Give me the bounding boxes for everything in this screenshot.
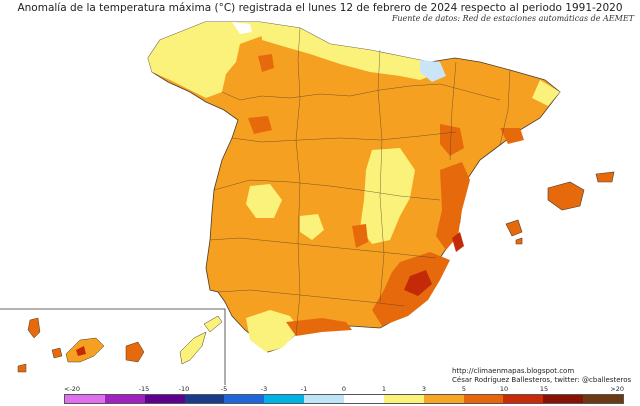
peninsula xyxy=(147,21,561,353)
legend-tick-label: -15 xyxy=(138,385,150,393)
map-title: Anomalía de la temperatura máxima (°C) r… xyxy=(17,2,623,14)
warm-zone-malaga xyxy=(286,318,352,336)
legend-swatch xyxy=(463,395,504,403)
legend-swatch xyxy=(184,395,225,403)
tenerife-core xyxy=(76,346,86,356)
la-palma xyxy=(27,317,41,339)
cool-patch-la-mancha xyxy=(360,148,415,244)
canary-inset-frame xyxy=(0,308,226,385)
legend-tick-label: 0 xyxy=(341,385,347,393)
canary-islands xyxy=(17,315,223,373)
fuerteventura xyxy=(179,331,207,365)
warm-zone-valencia xyxy=(436,162,470,250)
warm-zone-aragon xyxy=(440,124,464,156)
legend-tick-label: 5 xyxy=(461,385,467,393)
cantabrian-cool-zone xyxy=(260,22,440,80)
legend-tick-label: 1 xyxy=(381,385,387,393)
warm-zone-cuenca xyxy=(352,224,368,248)
hot-core-murcia xyxy=(404,270,432,296)
cool-patch-toledo xyxy=(300,214,324,240)
legend-tick-label: <-20 xyxy=(64,385,81,393)
data-source: Fuente de datos: Red de estaciones autom… xyxy=(391,14,634,23)
formentera xyxy=(515,237,523,245)
legend-swatch xyxy=(224,395,265,403)
warm-zone-leon xyxy=(258,54,274,72)
legend-swatch xyxy=(543,395,584,403)
cold-spot-basque xyxy=(420,60,446,82)
legend-swatch xyxy=(344,395,384,403)
legend-tick-label: -10 xyxy=(178,385,190,393)
lanzarote xyxy=(203,315,223,333)
legend-tick-label: >20 xyxy=(610,385,624,393)
legend-swatch xyxy=(65,395,105,403)
ibiza xyxy=(505,219,523,237)
el-hierro xyxy=(17,363,27,373)
legend-tick-label: -1 xyxy=(300,385,308,393)
warm-zone-ebro-coast xyxy=(500,128,524,144)
legend-swatch xyxy=(383,395,424,403)
legend-tick-label: -5 xyxy=(220,385,228,393)
legend-swatch xyxy=(583,395,624,403)
galicia-cool-zone xyxy=(148,22,262,98)
legend-swatch xyxy=(304,395,345,403)
cold-spot-north xyxy=(232,22,252,34)
la-gomera xyxy=(51,347,63,359)
warm-zone-salamanca xyxy=(248,116,272,134)
blog-url: http://climaenmapas.blogspot.com xyxy=(452,367,575,375)
cool-patch-extremadura xyxy=(246,184,282,218)
legend-swatch xyxy=(104,395,145,403)
menorca xyxy=(595,171,615,183)
legend-tick-label: -3 xyxy=(260,385,268,393)
legend-tick-label: 10 xyxy=(499,385,509,393)
legend-tick-label: 3 xyxy=(421,385,427,393)
cool-patch-andalucia xyxy=(246,310,300,352)
color-legend: <-20 -15 -10 -5 -3 -1 0 1 3 5 10 15 >20 xyxy=(64,385,624,405)
hot-core-alicante xyxy=(452,232,464,252)
legend-bar xyxy=(64,394,624,404)
author-credit: César Rodríguez Ballesteros, twitter: @c… xyxy=(452,376,632,384)
legend-swatch xyxy=(423,395,464,403)
legend-tick-label: 15 xyxy=(539,385,549,393)
gran-canaria xyxy=(125,341,145,363)
cool-patch-catalonia xyxy=(532,80,560,106)
mallorca xyxy=(547,181,585,211)
legend-swatch xyxy=(144,395,185,403)
legend-swatch xyxy=(503,395,544,403)
legend-swatch xyxy=(264,395,305,403)
region-borders xyxy=(209,27,511,336)
